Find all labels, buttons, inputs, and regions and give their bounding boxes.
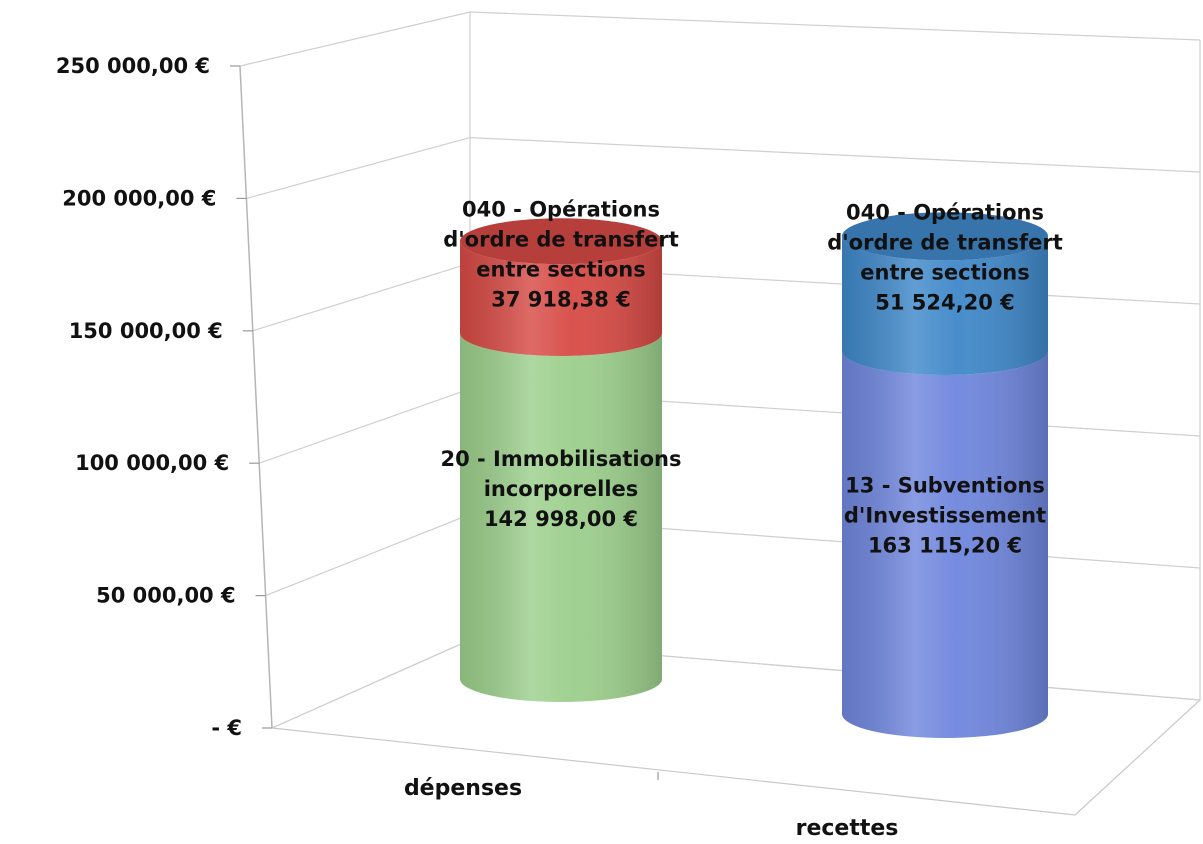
segment-label: d'ordre de transfert	[827, 230, 1063, 254]
gridline	[259, 388, 1201, 464]
segment-label: 13 - Subventions	[845, 474, 1045, 498]
y-tick-label: 150 000,00 €	[69, 319, 223, 343]
segment-shading	[842, 351, 1048, 738]
gridline	[252, 262, 1201, 332]
bar-1: 13 - Subventions d'Investissement 163 115,…	[827, 200, 1063, 738]
x-category-label: recettes	[796, 816, 899, 841]
segment-shading	[842, 236, 1048, 375]
cylinder-top-cap	[842, 212, 1048, 261]
gridline	[265, 513, 1201, 597]
segment-label: 142 998,00 €	[484, 507, 638, 531]
gridline	[271, 639, 1201, 729]
segment-label: d'ordre de transfert	[443, 227, 679, 251]
chart-walls	[239, 11, 1202, 816]
y-axis-line	[239, 65, 273, 729]
segment-label: d'Investissement	[844, 504, 1046, 528]
segment-label: incorporelles	[484, 477, 639, 501]
bars-layer: 20 - Immobilisations incorporelles 142 998…	[441, 197, 1063, 738]
segment-shading	[460, 333, 662, 702]
y-tick-label: 50 000,00 €	[96, 584, 236, 608]
x-category-label: dépenses	[404, 776, 522, 801]
cylinder-top-cap	[460, 218, 662, 265]
segment-label: entre sections	[860, 260, 1029, 284]
y-axis: - € 50 000,00 € 100 000,00 € 150 000,00 € 20…	[56, 54, 272, 740]
segment-label: 040 - Opérations	[462, 197, 660, 221]
y-tick-label: 200 000,00 €	[62, 186, 216, 210]
segment-shading	[460, 241, 662, 356]
x-axis: dépenses recettes	[404, 772, 898, 841]
bar-0: 20 - Immobilisations incorporelles 142 998…	[441, 197, 682, 702]
segment-label: entre sections	[476, 257, 645, 281]
y-tick-label: 100 000,00 €	[75, 451, 229, 475]
segment-label: 163 115,20 €	[868, 534, 1022, 558]
y-tick-label: 250 000,00 €	[56, 54, 210, 78]
segment-label: 37 918,38 €	[491, 287, 631, 311]
segment-label: 20 - Immobilisations	[441, 447, 682, 471]
segment-label: 040 - Opérations	[846, 200, 1044, 224]
gridline	[246, 136, 1201, 199]
y-tick-label: - €	[211, 716, 242, 740]
segment-label: 51 524,20 €	[875, 290, 1015, 314]
gridline	[239, 11, 1201, 67]
